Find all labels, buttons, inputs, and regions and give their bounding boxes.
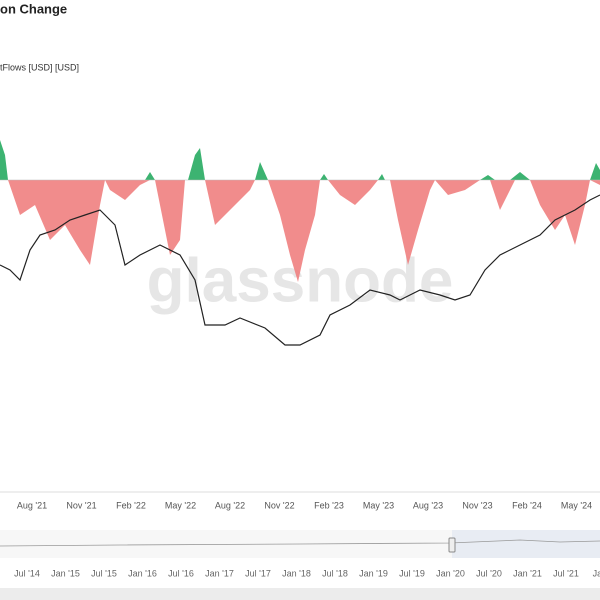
navigator-tick-label: Jan '16: [128, 568, 157, 578]
navigator-axis: Jul '14 Jan '15 Jul '15 Jan '16 Jul '16 Jan '…: [14, 568, 600, 578]
x-tick-label: Nov '22: [264, 500, 294, 510]
navigator-tick-label: Jul '17: [245, 568, 271, 578]
x-tick-label: May '23: [363, 500, 394, 510]
price-line: [0, 194, 600, 346]
navigator-tick-label: Jan '18: [282, 568, 311, 578]
navigator-tick-label: Jan '2: [593, 568, 600, 578]
x-tick-label: Aug '21: [17, 500, 47, 510]
navigator-tick-label: Jan '19: [359, 568, 388, 578]
x-tick-label: Feb '24: [512, 500, 542, 510]
x-axis: Aug '21 Nov '21 Feb '22 May '22 Aug '22 Nov '…: [17, 500, 592, 510]
outflow-area: [8, 180, 600, 282]
navigator-tick-label: Jul '15: [91, 568, 117, 578]
navigator-tick-label: Jul '21: [553, 568, 579, 578]
x-tick-label: Nov '23: [462, 500, 492, 510]
navigator-selection[interactable]: [452, 530, 600, 558]
navigator-tick-label: Jul '14: [14, 568, 40, 578]
x-tick-label: Nov '21: [66, 500, 96, 510]
navigator-tick-label: Jan '20: [436, 568, 465, 578]
navigator-tick-label: Jul '19: [399, 568, 425, 578]
x-tick-label: May '24: [561, 500, 592, 510]
navigator-tick-label: Jan '17: [205, 568, 234, 578]
legend: tFlows [USD] [USD]: [0, 62, 79, 72]
navigator-tick-label: Jan '21: [513, 568, 542, 578]
x-tick-label: Aug '23: [413, 500, 443, 510]
navigator-handle[interactable]: [448, 537, 456, 553]
navigator-tick-label: Jan '15: [51, 568, 80, 578]
navigator-tick-label: Jul '16: [168, 568, 194, 578]
navigator-tick-label: Jul '20: [476, 568, 502, 578]
scrollbar[interactable]: [0, 588, 600, 600]
x-tick-label: Aug '22: [215, 500, 245, 510]
chart-title: on Change: [0, 1, 67, 16]
x-tick-label: Feb '23: [314, 500, 344, 510]
x-tick-label: May '22: [165, 500, 196, 510]
navigator-tick-label: Jul '18: [322, 568, 348, 578]
x-tick-label: Feb '22: [116, 500, 146, 510]
